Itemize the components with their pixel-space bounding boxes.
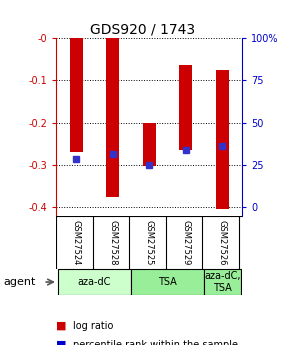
- Bar: [106, 38, 119, 197]
- Bar: [204, 269, 241, 295]
- Text: aza-dC,
TSA: aza-dC, TSA: [204, 271, 241, 293]
- Text: agent: agent: [3, 277, 35, 287]
- Text: GSM27529: GSM27529: [181, 220, 190, 265]
- Bar: [70, 38, 82, 152]
- Text: percentile rank within the sample: percentile rank within the sample: [73, 340, 238, 345]
- Text: GSM27528: GSM27528: [108, 220, 117, 265]
- Bar: [58, 269, 131, 295]
- Text: GSM27526: GSM27526: [218, 220, 227, 265]
- Text: GDS920 / 1743: GDS920 / 1743: [90, 22, 195, 37]
- Text: ■: ■: [56, 340, 67, 345]
- Bar: [216, 70, 229, 209]
- Text: GSM27525: GSM27525: [145, 220, 154, 265]
- Text: log ratio: log ratio: [73, 321, 113, 331]
- Bar: [131, 269, 204, 295]
- Text: aza-dC: aza-dC: [78, 277, 111, 287]
- Text: TSA: TSA: [158, 277, 177, 287]
- Bar: [143, 122, 156, 166]
- Text: ■: ■: [56, 321, 67, 331]
- Bar: [179, 66, 192, 150]
- Text: GSM27524: GSM27524: [72, 220, 81, 265]
